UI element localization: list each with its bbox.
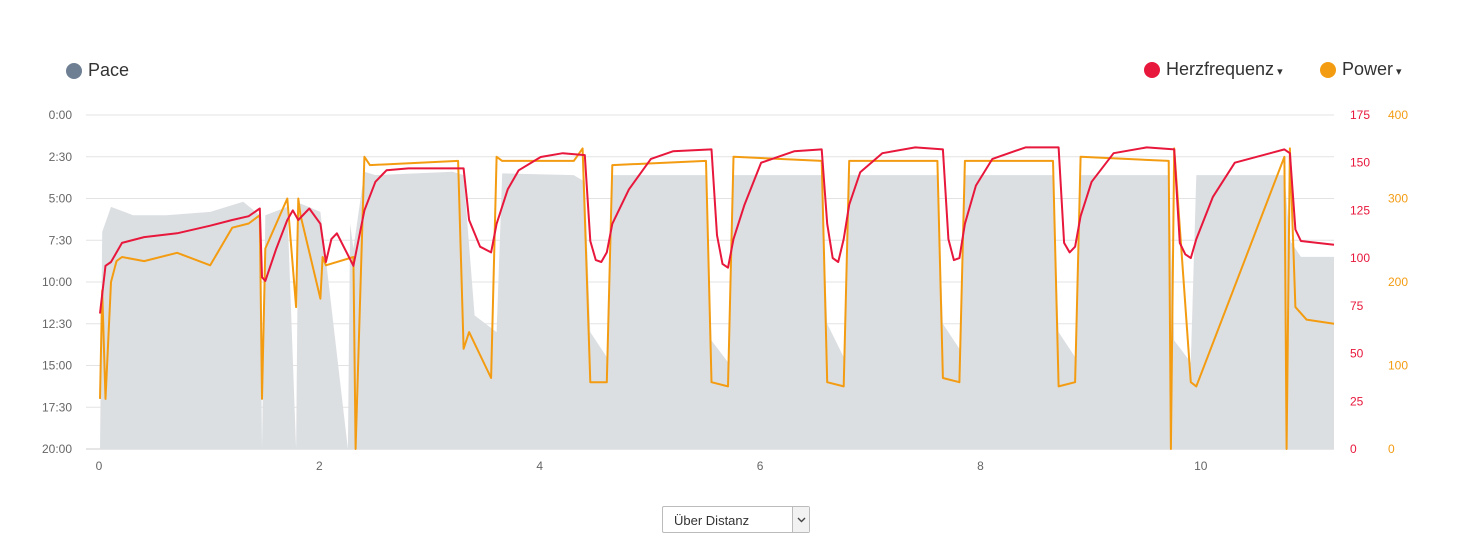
distance-tick-label: 8 [977, 459, 984, 470]
legend-label-heart-rate: Herzfrequenz [1166, 59, 1275, 79]
power-line [99, 147, 1335, 450]
pace-tick-label: 12:30 [42, 317, 72, 331]
power-series [99, 147, 1335, 450]
heart-rate-tick-label: 75 [1350, 299, 1364, 313]
pace-series [100, 171, 1334, 450]
pace-tick-label: 5:00 [49, 192, 73, 206]
heart-rate-tick-label: 125 [1350, 203, 1370, 217]
pace-axis: 0:00 2:30 5:00 7:30 10:00 12:30 15:00 17:30 20:0… [42, 108, 72, 456]
power-tick-label: 400 [1388, 108, 1408, 122]
distance-tick-label: 2 [316, 459, 323, 470]
pace-tick-label: 10:00 [42, 275, 72, 289]
heart-rate-tick-label: 50 [1350, 347, 1364, 361]
distance-axis: 0 2 4 6 8 10 [96, 459, 1208, 470]
heart-rate-axis: 0 25 50 75 100 125 150 175 [1350, 108, 1370, 456]
power-tick-label: 200 [1388, 275, 1408, 289]
pace-tick-label: 0:00 [49, 108, 73, 122]
power-tick-label: 300 [1388, 192, 1408, 206]
x-axis-mode-value: Über Distanz [674, 513, 750, 528]
legend-label-pace: Pace [88, 60, 130, 80]
pace-legend-dot [66, 62, 82, 79]
x-axis-mode-select[interactable]: Über Distanz [662, 506, 810, 533]
power-dropdown-icon[interactable]: ▾ [1396, 65, 1402, 78]
heart-rate-series [99, 146, 1335, 314]
distance-tick-label: 0 [96, 459, 103, 470]
legend-item-pace[interactable]: Pace [66, 60, 129, 81]
heart-rate-tick-label: 175 [1350, 108, 1370, 122]
power-axis: 0 100 200 300 400 [1388, 108, 1408, 456]
heart-rate-dropdown-icon[interactable]: ▾ [1277, 65, 1283, 78]
heart-rate-tick-label: 25 [1350, 394, 1364, 408]
distance-tick-label: 10 [1194, 459, 1208, 470]
distance-tick-label: 6 [757, 459, 764, 470]
legend-item-heart-rate[interactable]: Herzfrequenz ▾ [1144, 59, 1283, 80]
pace-tick-label: 17:30 [42, 400, 72, 414]
heart-rate-tick-label: 150 [1350, 156, 1370, 170]
pace-tick-label: 2:30 [49, 150, 73, 164]
chevron-down-icon[interactable] [792, 507, 809, 532]
heart-rate-line [99, 146, 1335, 314]
legend-label-power: Power [1342, 59, 1394, 79]
distance-tick-label: 4 [536, 459, 543, 470]
pace-area [100, 171, 1334, 450]
heart-rate-tick-label: 100 [1350, 251, 1370, 265]
chart-canvas: 0:00 2:30 5:00 7:30 10:00 12:30 15:00 17:30 20:0… [42, 108, 1408, 470]
legend-item-power[interactable]: Power ▾ [1320, 59, 1402, 80]
pace-tick-label: 7:30 [49, 233, 73, 247]
pace-tick-label: 15:00 [42, 359, 72, 373]
power-legend-dot [1320, 61, 1336, 78]
pace-tick-label: 20:00 [42, 442, 72, 456]
power-tick-label: 100 [1388, 359, 1408, 373]
heart-rate-tick-label: 0 [1350, 442, 1357, 456]
heart-rate-legend-dot [1144, 61, 1160, 78]
power-tick-label: 0 [1388, 442, 1395, 456]
